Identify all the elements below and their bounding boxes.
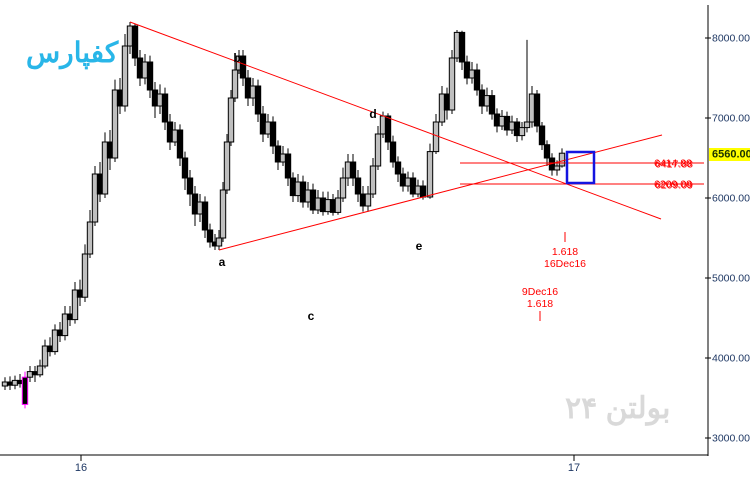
svg-text:4000.00: 4000.00 [712, 353, 750, 365]
svg-text:3000.00: 3000.00 [712, 433, 750, 445]
svg-text:16Dec16: 16Dec16 [544, 258, 586, 270]
svg-text:17: 17 [568, 462, 580, 474]
svg-text:c: c [308, 309, 315, 323]
svg-text:9Dec16: 9Dec16 [522, 286, 558, 298]
svg-text:كفپارس: كفپارس [26, 37, 119, 70]
svg-text:16: 16 [75, 462, 87, 474]
svg-text:بولتن ۲۴: بولتن ۲۴ [565, 392, 670, 426]
svg-text:6560.00: 6560.00 [712, 149, 750, 161]
svg-text:6000.00: 6000.00 [712, 193, 750, 205]
svg-text:8000.00: 8000.00 [712, 33, 750, 45]
svg-text:d: d [369, 107, 376, 121]
svg-text:7000.00: 7000.00 [712, 113, 750, 125]
svg-text:b: b [233, 51, 240, 65]
svg-text:1.618: 1.618 [552, 246, 578, 258]
svg-text:a: a [219, 255, 226, 269]
svg-text:e: e [416, 239, 423, 253]
svg-text:6209.08: 6209.08 [654, 179, 692, 191]
svg-text:5000.00: 5000.00 [712, 273, 750, 285]
svg-text:6414.88: 6414.88 [654, 158, 692, 170]
svg-text:1.618: 1.618 [527, 298, 553, 310]
